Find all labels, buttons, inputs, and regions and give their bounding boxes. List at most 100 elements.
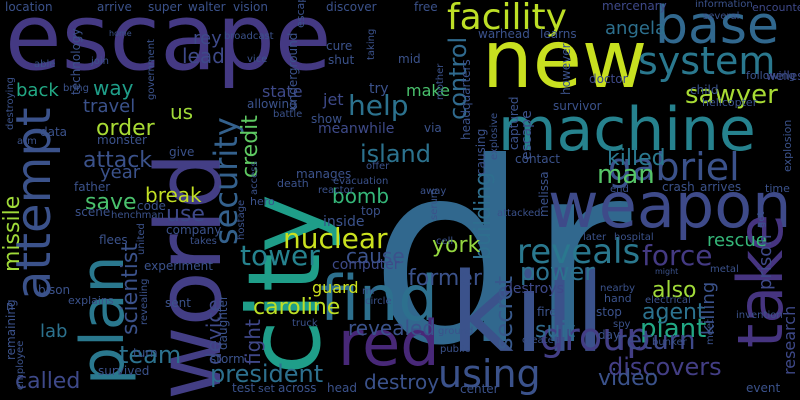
word-base: base	[655, 0, 779, 56]
word-arrives: arrives	[700, 180, 742, 194]
word-explosion: explosion	[781, 119, 794, 172]
word-mr: mr	[362, 286, 376, 297]
word-walter: walter	[188, 0, 226, 14]
word-survivor: survivor	[553, 99, 602, 113]
word-cure: cure	[326, 39, 353, 53]
word-york: york	[432, 233, 481, 258]
word-back: back	[16, 80, 59, 101]
word-sent: sent	[165, 296, 191, 310]
word-united: united	[136, 223, 147, 255]
word-guard: guard	[312, 278, 359, 297]
word-causing: causing	[474, 128, 488, 175]
word-rescue: rescue	[707, 230, 767, 251]
word-escapes: escapes	[294, 0, 307, 28]
word-hospital: hospital	[614, 232, 654, 243]
word-home: home	[109, 29, 132, 38]
word-hand: hand	[604, 292, 632, 305]
word-might: might	[655, 267, 679, 276]
word-discovers: discovers	[608, 353, 722, 381]
word-father: father	[74, 180, 111, 194]
word-mother: mother	[435, 63, 446, 100]
word-storm: storm	[210, 352, 245, 366]
word-escape: escape	[5, 0, 332, 91]
word-save: save	[85, 190, 137, 215]
word-warhead: warhead	[478, 27, 530, 41]
word-across: across	[278, 381, 317, 395]
word-hero: hero	[250, 195, 275, 208]
word-using: using	[438, 352, 541, 396]
word-team: team	[119, 341, 182, 369]
word-tower: tower	[240, 239, 320, 272]
word-taking: taking	[366, 28, 377, 60]
word-bomb: bomb	[332, 184, 390, 208]
word-spy: spy	[613, 319, 631, 330]
word-rey: rey	[193, 28, 222, 49]
word-contact: contact	[515, 152, 560, 166]
word-bring: bring	[63, 83, 89, 94]
word-electrical: electrical	[645, 295, 691, 306]
word-truck: truck	[292, 318, 318, 329]
word-mid: mid	[398, 52, 421, 66]
word-research: research	[780, 305, 799, 375]
word-employee: employee	[15, 340, 26, 390]
word-manages: manages	[296, 167, 352, 181]
word-survived: survived	[98, 364, 150, 378]
word-island: island	[360, 140, 431, 168]
word-dr: dr	[370, 109, 632, 400]
word-killed: killed	[607, 146, 666, 171]
word-access: access	[249, 161, 260, 195]
word-meet: meet	[705, 319, 716, 345]
word-metal: metal	[710, 264, 739, 275]
word-flees: flees	[99, 233, 128, 247]
word-new: new	[482, 13, 648, 106]
word-former: former	[408, 266, 482, 291]
word-company: company	[166, 223, 222, 237]
word-reveals: reveals	[517, 232, 641, 272]
word-top: top	[361, 204, 381, 218]
word-attack: attack	[83, 148, 153, 173]
word-facility: facility	[447, 0, 567, 38]
word-us: us	[170, 100, 194, 124]
word-test: test	[232, 381, 256, 395]
word-destroy: destroy	[364, 370, 440, 394]
word-president: president	[210, 360, 324, 388]
word-invention: invention	[736, 310, 783, 321]
word-free: free	[414, 0, 438, 14]
word-data: data	[40, 125, 68, 139]
word-daughter: daughter	[216, 295, 230, 350]
word-fight: fight	[241, 319, 265, 365]
word-encounter: encounter	[752, 1, 800, 14]
word-revealing: revealing	[139, 278, 150, 325]
word-vice: vice	[247, 54, 268, 65]
word-arrive: arrive	[97, 0, 132, 14]
word-explosive: explosive	[489, 112, 500, 160]
word-destroys: destroys	[504, 281, 564, 297]
word-head: head	[327, 381, 357, 395]
word-later: later	[583, 232, 607, 243]
word-group: group	[540, 315, 651, 359]
word-red: red	[338, 307, 440, 380]
word-lab: lab	[40, 321, 68, 342]
word-revealed: revealed	[348, 316, 436, 340]
word-vision: vision	[233, 0, 268, 14]
word-turn: turn	[133, 346, 158, 360]
word-child: child	[690, 83, 719, 97]
word-system: system	[638, 39, 776, 83]
word-find: find	[320, 262, 438, 335]
word-machine: machine	[498, 95, 756, 165]
word-nearby: nearby	[600, 283, 635, 294]
word-code: code	[137, 199, 166, 213]
word-give: give	[169, 145, 195, 159]
word-super: super	[148, 0, 182, 14]
word-takes: takes	[190, 236, 217, 247]
word-battle: battle	[273, 109, 303, 120]
word-time: time	[765, 182, 790, 195]
word-offer: offer	[366, 161, 390, 172]
word-state: state	[262, 82, 303, 101]
word-helicopter: helicopter	[702, 96, 758, 109]
word-lead: lead	[182, 44, 225, 68]
word-inside: inside	[323, 214, 365, 230]
word-government: government	[146, 39, 157, 100]
word-meanwhile: meanwhile	[318, 121, 395, 137]
word-shut: shut	[328, 53, 355, 67]
